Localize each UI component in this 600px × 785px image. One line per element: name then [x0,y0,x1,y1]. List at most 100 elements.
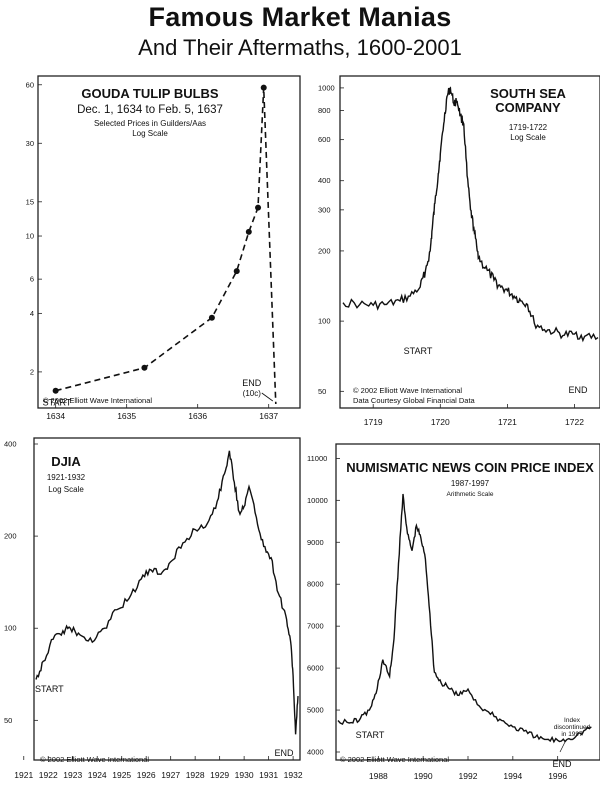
tulip-point [233,268,240,275]
tulip-point [208,314,215,321]
djia-y-tick-label: 50 [4,716,12,725]
coin-y-tick-label: 5000 [307,706,324,715]
coin-subtitle: 1987-1997 [451,479,490,488]
djia-x-tick-label: 1921 [14,770,33,780]
tulip-x-tick-label: 1634 [46,411,65,421]
southsea-y-tick-label: 300 [318,205,331,214]
page-subtitle: And Their Aftermaths, 1600-2001 [138,35,462,60]
tulip-end-note: (10c) [243,389,262,398]
coin-start-label: START [356,730,385,740]
southsea-y-tick-label: 50 [318,387,326,396]
coin-y-tick-label: 11000 [307,454,327,463]
djia-x-tick-label: 1931 [259,770,278,780]
djia-x-tick-label: 1924 [88,770,107,780]
djia-x-tick-label: 1927 [161,770,180,780]
djia-copyright: © 2002 Elliott Wave International [40,755,149,764]
southsea-x-axis: 1719 1720 1721 1722 [364,404,584,427]
coin-x-tick-label: 1994 [503,771,522,781]
tulip-point [52,387,59,394]
djia-y-tick-label: 200 [4,532,17,541]
tulip-note: Selected Prices in Guilders/Aas [94,119,206,128]
djia-x-tick-label: 1928 [186,770,205,780]
southsea-frame [339,75,600,409]
djia-y-axis: 50 100 200 400 [4,440,38,725]
coin-y-tick-label: 8000 [307,580,324,589]
southsea-x-tick-label: 1719 [364,417,383,427]
djia-y-tick-label: 400 [4,440,17,449]
tulip-y-tick-label: 2 [30,367,34,376]
tulip-copyright: © 2002 Elliott Wave International [43,396,152,405]
coin-copyright: © 2002 Elliott Wave International [340,755,449,764]
coin-series-line [337,493,592,744]
page-title: Famous Market Manias [148,2,452,32]
djia-x-tick-label: 1926 [137,770,156,780]
coin-title: NUMISMATIC NEWS COIN PRICE INDEX [346,460,594,475]
coin-end-note-line: discontinued [554,724,591,731]
southsea-y-tick-label: 100 [318,317,331,326]
southsea-y-tick-label: 400 [318,176,331,185]
djia-x-tick-label: 1932 [284,770,303,780]
tulip-x-tick-label: 1636 [188,411,207,421]
tulip-series-line [55,87,277,405]
southsea-start-label: START [404,346,433,356]
tulip-frame [37,75,301,409]
tulip-point [141,364,148,371]
coin-end-note-line: Index [564,717,581,724]
southsea-y-tick-label: 600 [318,135,331,144]
tulip-x-tick-label: 1635 [117,411,136,421]
southsea-copyright: © 2002 Elliott Wave International [353,386,462,395]
tulip-subtitle: Dec. 1, 1634 to Feb. 5, 1637 [77,104,223,116]
djia-frame [33,437,301,761]
coin-end-label: END [552,759,572,769]
tulip-y-tick-label: 6 [30,275,34,284]
tulip-point [245,228,252,235]
djia-subtitle: 1921-1932 [47,473,86,482]
coin-x-tick-label: 1990 [414,771,433,781]
djia-end-label: END [274,748,294,758]
djia-scale-label: Log Scale [48,485,84,494]
tulip-x-tick-label: 1637 [259,411,278,421]
tulip-scale-label: Log Scale [132,129,168,138]
djia-title: DJIA [51,454,81,469]
southsea-y-axis: 50 100 200 300 400 600 800 1000 [318,83,344,396]
coin-x-tick-label: 1988 [369,771,388,781]
southsea-subtitle: 1719-1722 [509,123,548,132]
djia-x-tick-label: 1925 [112,770,131,780]
tulip-end-label: END [242,378,262,388]
southsea-y-tick-label: 200 [318,246,331,255]
coin-x-tick-label: 1996 [548,771,567,781]
djia-x-axis: 1921 1922 1923 1924 1925 1926 1927 1928 1929 1930… [14,756,303,780]
tulip-y-tick-label: 15 [26,197,34,206]
tulip-y-tick-label: 10 [26,232,34,241]
southsea-scale-label: Log Scale [510,133,546,142]
southsea-x-tick-label: 1722 [565,417,584,427]
coin-y-axis: 4000 5000 6000 7000 8000 9000 10000 11000 [307,454,340,757]
coin-y-tick-label: 7000 [307,622,324,631]
southsea-source: Data Courtesy Global Financial Data [353,396,476,405]
djia-x-tick-label: 1929 [210,770,229,780]
djia-y-tick-label: 100 [4,624,17,633]
tulip-y-tick-label: 4 [30,309,34,318]
coin-scale-label: Arithmetic Scale [447,491,494,498]
coin-y-tick-label: 6000 [307,664,324,673]
djia-series-line [35,450,299,735]
southsea-title-line: COMPANY [495,100,561,115]
coin-x-tick-label: 1992 [459,771,478,781]
tulip-x-axis: 1634 1635 1636 1637 [46,404,278,421]
tulip-y-axis: 2 4 6 10 15 30 60 [26,80,42,376]
coin-y-tick-label: 9000 [307,538,324,547]
djia-x-tick-label: 1922 [39,770,58,780]
tulip-y-tick-label: 30 [26,139,34,148]
southsea-x-tick-label: 1720 [431,417,450,427]
coin-y-tick-label: 10000 [307,496,328,505]
coin-end-note-line: in 1997 [561,731,583,738]
tulip-title: GOUDA TULIP BULBS [81,86,219,101]
southsea-title-line: SOUTH SEA [490,86,566,101]
djia-start-label: START [35,684,64,694]
tulip-end-arrow [261,392,274,402]
coin-x-axis: 1988 1990 1992 1994 1996 [369,756,567,781]
southsea-y-tick-label: 800 [318,106,331,115]
southsea-x-tick-label: 1721 [498,417,517,427]
coin-end-arrow [559,739,567,753]
